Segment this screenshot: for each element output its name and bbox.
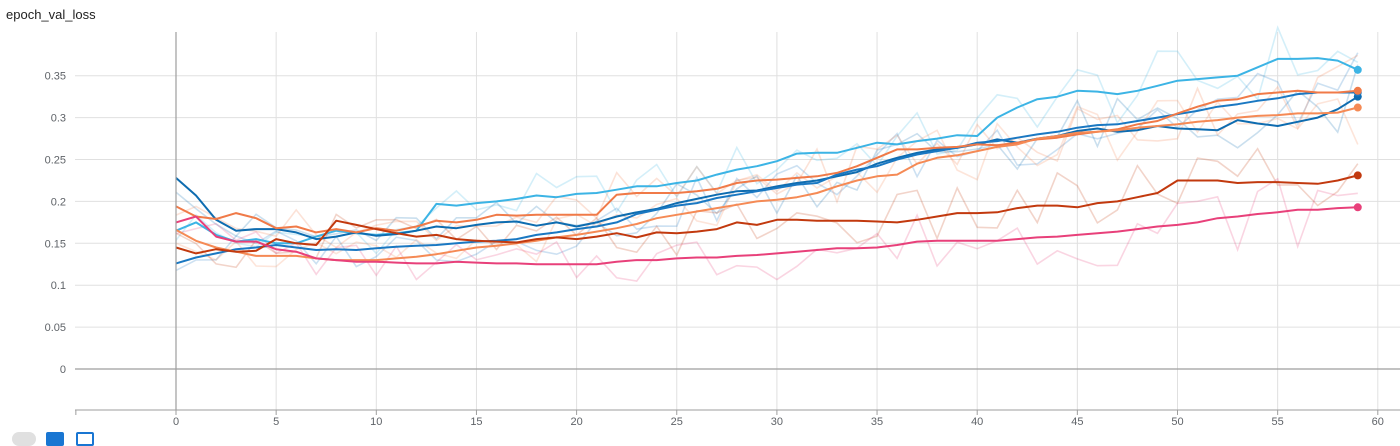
data-selection-icon[interactable] xyxy=(46,432,64,446)
raw-series-line xyxy=(175,177,1358,282)
end-markers-group xyxy=(1353,65,1362,212)
x-tick-label: 10 xyxy=(370,416,382,428)
raw-series-line xyxy=(175,64,1359,242)
x-tick-label: 5 xyxy=(273,416,279,428)
series-line xyxy=(175,106,1359,262)
y-tick-label: 0.3 xyxy=(51,113,66,125)
series-line xyxy=(175,57,1359,245)
series-end-marker xyxy=(1353,171,1362,180)
chart-title: epoch_val_loss xyxy=(6,7,96,22)
y-tick-label: 0.05 xyxy=(45,322,66,334)
x-tick-label: 20 xyxy=(570,416,582,428)
series-line xyxy=(175,206,1358,266)
x-tick-label: 60 xyxy=(1372,416,1384,428)
raw-series-group xyxy=(175,25,1359,282)
smoothed-series-group xyxy=(175,57,1359,266)
x-tick-label: 35 xyxy=(871,416,883,428)
y-tick-label: 0.1 xyxy=(51,280,66,292)
raw-series-line xyxy=(175,52,1359,272)
series-end-marker xyxy=(1353,103,1362,112)
x-tick-label: 55 xyxy=(1272,416,1284,428)
series-end-marker xyxy=(1353,203,1362,212)
raw-series-line xyxy=(175,54,1359,249)
raw-series-line xyxy=(175,98,1359,268)
y-tick-label: 0.2 xyxy=(51,196,66,208)
x-tick-label: 25 xyxy=(671,416,683,428)
y-tick-label: 0.35 xyxy=(45,71,66,83)
series-end-marker xyxy=(1353,86,1362,95)
grid xyxy=(75,32,1400,410)
x-tick-label: 50 xyxy=(1171,416,1183,428)
y-tick-label: 0.15 xyxy=(45,238,66,250)
raw-series-line xyxy=(175,147,1359,269)
raw-series-line xyxy=(175,25,1359,255)
x-tick-label: 45 xyxy=(1071,416,1083,428)
x-tick-label: 0 xyxy=(173,416,179,428)
x-tick-label: 15 xyxy=(470,416,482,428)
series-line xyxy=(175,174,1359,255)
x-tick-label: 40 xyxy=(971,416,983,428)
y-tick-label: 0.25 xyxy=(45,155,66,167)
axes: 0 0.05 0.1 0.15 0.2 0.25 0.3 0.35 0 5 10 15 20 25 30 35… xyxy=(45,32,1400,428)
line-chart[interactable]: 0 0.05 0.1 0.15 0.2 0.25 0.3 0.35 0 5 10 15 20 25 30 35… xyxy=(0,0,1400,430)
x-tick-label: 30 xyxy=(771,416,783,428)
series-line xyxy=(175,91,1358,265)
expand-icon[interactable] xyxy=(12,432,36,446)
series-end-marker xyxy=(1353,65,1362,74)
y-tick-label: 0 xyxy=(60,364,66,376)
series-line xyxy=(175,89,1358,234)
